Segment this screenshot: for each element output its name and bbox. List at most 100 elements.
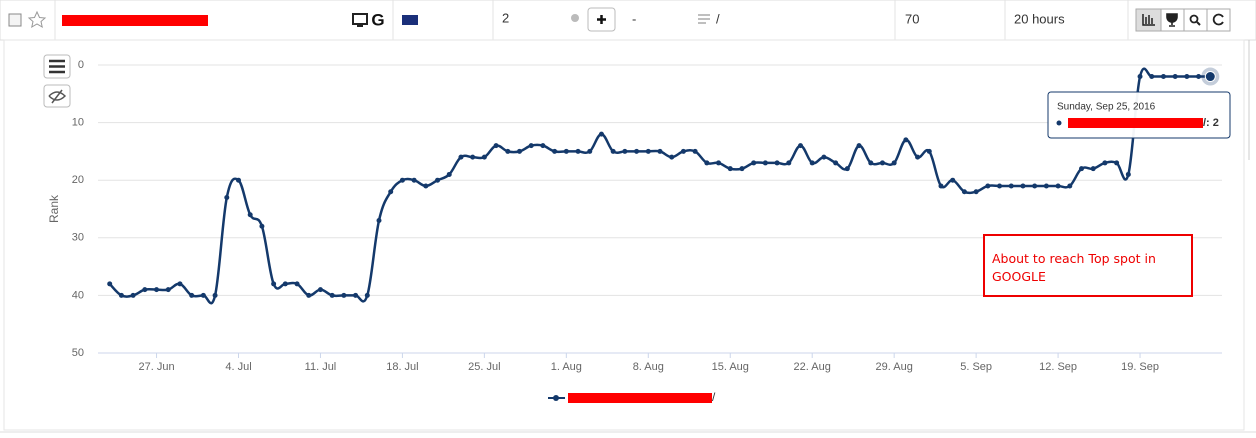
flag-icon <box>402 15 418 25</box>
annotation: About to reach Top spot in GOOGLE <box>992 251 1156 284</box>
x-tick-label: 12. Sep <box>1039 361 1077 373</box>
data-point <box>353 292 359 298</box>
annotation-box <box>983 234 1193 297</box>
tooltip-dot <box>1056 120 1062 126</box>
data-point <box>493 143 499 149</box>
data-point <box>997 183 1003 189</box>
lines-icon <box>698 14 710 24</box>
data-point <box>680 148 686 154</box>
x-tick-label: 5. Sep <box>960 361 992 373</box>
data-point <box>142 287 148 293</box>
refresh-button[interactable] <box>1206 8 1231 32</box>
plus-icon <box>597 15 606 24</box>
tooltip-box <box>1047 91 1231 139</box>
data-point <box>1020 183 1026 189</box>
data-point <box>446 171 452 177</box>
data-point <box>1067 183 1073 189</box>
data-point <box>669 154 675 160</box>
data-point <box>879 160 885 166</box>
data-point <box>317 287 323 293</box>
data-point <box>985 183 991 189</box>
data-point <box>435 177 441 183</box>
trophy-icon <box>1166 13 1178 27</box>
data-point <box>1079 166 1084 172</box>
keyword-row: G 2 - / 70 20 hours <box>0 0 1256 41</box>
data-point <box>399 177 405 183</box>
data-point <box>528 143 534 149</box>
data-point <box>107 281 113 287</box>
data-point <box>1008 183 1014 189</box>
data-point <box>294 281 300 287</box>
data-point <box>341 292 347 298</box>
desktop-icon-stand <box>357 24 363 27</box>
data-point <box>833 160 839 166</box>
eye-icon <box>48 89 67 104</box>
data-point <box>388 189 394 195</box>
data-point <box>1055 183 1061 189</box>
data-point <box>587 148 593 154</box>
legend-dot <box>553 395 559 401</box>
data-point <box>751 160 757 166</box>
data-point <box>610 148 616 154</box>
x-tick-label: 22. Aug <box>794 361 831 373</box>
tooltip-title: Sunday, Sep 25, 2016 <box>1057 102 1156 113</box>
data-point <box>130 292 136 298</box>
x-tick-label: 27. Jun <box>138 361 174 373</box>
data-point <box>844 166 850 172</box>
data-point <box>1160 74 1166 80</box>
data-point <box>891 160 897 166</box>
x-tick-label: 8. Aug <box>633 361 664 373</box>
data-point <box>1102 160 1108 166</box>
data-point <box>786 160 792 166</box>
data-point <box>809 160 815 166</box>
data-point <box>634 148 640 154</box>
y-tick-label: 10 <box>72 117 84 129</box>
data-point <box>645 148 651 154</box>
data-point <box>961 189 967 195</box>
redaction <box>568 393 712 403</box>
x-tick-label: 19. Sep <box>1121 361 1159 373</box>
data-point <box>938 183 944 189</box>
data-point <box>798 143 803 149</box>
data-point <box>657 148 663 154</box>
data-point <box>1043 183 1049 189</box>
y-axis-title: Rank <box>47 194 61 223</box>
y-tick-label: 30 <box>72 232 84 244</box>
volume: 70 <box>905 11 919 26</box>
y-tick-label: 50 <box>72 347 84 359</box>
data-point <box>517 148 522 154</box>
data-point <box>1196 74 1202 80</box>
checkbox[interactable] <box>8 13 22 27</box>
x-tick-label: 29. Aug <box>876 361 913 373</box>
data-point <box>915 154 921 160</box>
data-point <box>1137 74 1143 80</box>
data-point <box>540 143 546 149</box>
data-point <box>1125 171 1131 177</box>
x-tick-label: 4. Jul <box>225 361 251 373</box>
annotation-holder: About to reach Top spot in GOOGLE <box>992 251 1156 284</box>
tooltip-label: /: 2 <box>1203 117 1219 129</box>
data-point <box>704 160 710 166</box>
data-point <box>1149 74 1155 80</box>
search-button[interactable] <box>1183 8 1208 32</box>
data-point <box>575 148 581 154</box>
data-point <box>739 166 745 172</box>
data-point <box>716 160 722 166</box>
data-point <box>177 281 183 287</box>
redaction <box>62 15 208 26</box>
pin-icon <box>571 14 579 22</box>
refresh-icon <box>1212 13 1224 26</box>
data-point <box>1172 74 1178 80</box>
data-point <box>903 137 909 143</box>
data-point <box>470 154 476 160</box>
change: - <box>632 11 636 26</box>
star[interactable] <box>27 10 47 28</box>
data-point <box>189 292 195 298</box>
redaction <box>1068 118 1203 128</box>
data-point <box>598 131 604 137</box>
legend-label[interactable]: / <box>712 390 716 404</box>
data-point <box>236 177 241 183</box>
engine-logo: G <box>371 10 384 29</box>
data-point <box>200 292 206 298</box>
